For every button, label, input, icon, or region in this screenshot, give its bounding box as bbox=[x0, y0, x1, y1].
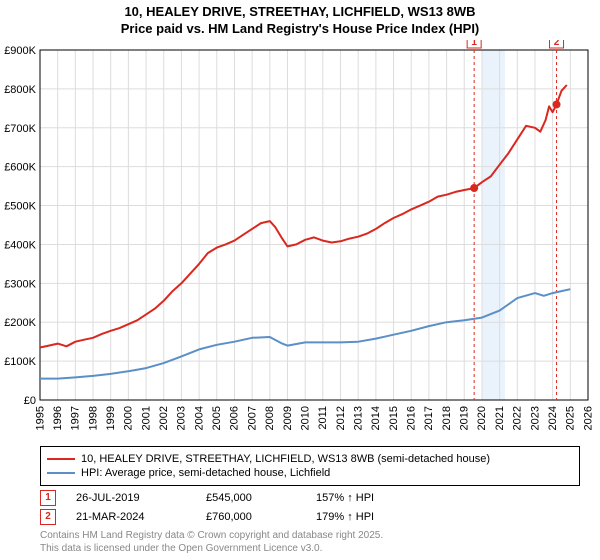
svg-text:2001: 2001 bbox=[140, 406, 152, 430]
svg-text:2013: 2013 bbox=[352, 406, 364, 430]
svg-text:2017: 2017 bbox=[423, 406, 435, 430]
sale-date: 26-JUL-2019 bbox=[76, 492, 206, 504]
legend-swatch bbox=[47, 472, 75, 474]
sales-table: 1 26-JUL-2019 £545,000 157% ↑ HPI 2 21-M… bbox=[40, 490, 580, 525]
svg-text:£0: £0 bbox=[24, 395, 36, 407]
chart: £0 £100K £200K £300K £400K £500K £600K £700K £80… bbox=[0, 40, 600, 440]
table-row: 1 26-JUL-2019 £545,000 157% ↑ HPI bbox=[40, 490, 580, 506]
title-line1: 10, HEALEY DRIVE, STREETHAY, LICHFIELD, … bbox=[0, 4, 600, 21]
svg-text:2026: 2026 bbox=[582, 406, 594, 430]
svg-text:2012: 2012 bbox=[335, 406, 347, 430]
sale-hpi: 179% ↑ HPI bbox=[316, 511, 436, 523]
footer-line2: This data is licensed under the Open Gov… bbox=[40, 542, 580, 555]
svg-text:2025: 2025 bbox=[565, 406, 577, 430]
svg-text:2011: 2011 bbox=[317, 406, 329, 430]
svg-text:£400K: £400K bbox=[4, 239, 36, 251]
svg-text:2015: 2015 bbox=[388, 406, 400, 430]
footer-line1: Contains HM Land Registry data © Crown c… bbox=[40, 529, 580, 542]
legend-label: 10, HEALEY DRIVE, STREETHAY, LICHFIELD, … bbox=[81, 453, 490, 465]
svg-text:£200K: £200K bbox=[4, 317, 36, 329]
legend-label: HPI: Average price, semi-detached house,… bbox=[81, 467, 330, 479]
svg-text:2014: 2014 bbox=[370, 406, 382, 430]
svg-text:1996: 1996 bbox=[52, 406, 64, 430]
sale-price: £760,000 bbox=[206, 511, 316, 523]
svg-text:2006: 2006 bbox=[229, 406, 241, 430]
svg-text:2: 2 bbox=[554, 40, 560, 48]
svg-text:£900K: £900K bbox=[4, 45, 36, 57]
svg-text:2003: 2003 bbox=[176, 406, 188, 430]
footer: Contains HM Land Registry data © Crown c… bbox=[40, 529, 580, 555]
svg-text:1995: 1995 bbox=[34, 406, 46, 430]
svg-text:£300K: £300K bbox=[4, 278, 36, 290]
legend-swatch bbox=[47, 458, 75, 460]
legend-item: 10, HEALEY DRIVE, STREETHAY, LICHFIELD, … bbox=[47, 453, 573, 465]
svg-text:1997: 1997 bbox=[70, 406, 82, 430]
sale-price: £545,000 bbox=[206, 492, 316, 504]
svg-text:£700K: £700K bbox=[4, 123, 36, 135]
legend: 10, HEALEY DRIVE, STREETHAY, LICHFIELD, … bbox=[40, 446, 580, 486]
svg-text:£800K: £800K bbox=[4, 84, 36, 96]
svg-text:1999: 1999 bbox=[105, 406, 117, 430]
chart-svg: £0 £100K £200K £300K £400K £500K £600K £700K £80… bbox=[0, 40, 600, 440]
svg-text:£600K: £600K bbox=[4, 161, 36, 173]
sale-marker-icon: 2 bbox=[40, 509, 56, 525]
svg-text:2000: 2000 bbox=[123, 406, 135, 430]
svg-text:2002: 2002 bbox=[158, 406, 170, 430]
svg-text:2004: 2004 bbox=[193, 406, 205, 430]
svg-text:2021: 2021 bbox=[494, 406, 506, 430]
svg-text:1998: 1998 bbox=[87, 406, 99, 430]
svg-text:2023: 2023 bbox=[529, 406, 541, 430]
sale-date: 21-MAR-2024 bbox=[76, 511, 206, 523]
table-row: 2 21-MAR-2024 £760,000 179% ↑ HPI bbox=[40, 509, 580, 525]
title-line2: Price paid vs. HM Land Registry's House … bbox=[0, 21, 600, 38]
svg-text:2010: 2010 bbox=[299, 406, 311, 430]
svg-text:2009: 2009 bbox=[282, 406, 294, 430]
svg-text:2007: 2007 bbox=[246, 406, 258, 430]
svg-text:2016: 2016 bbox=[406, 406, 418, 430]
svg-text:1: 1 bbox=[471, 40, 477, 48]
svg-text:2022: 2022 bbox=[512, 406, 524, 430]
svg-text:£100K: £100K bbox=[4, 356, 36, 368]
svg-text:2018: 2018 bbox=[441, 406, 453, 430]
svg-text:2008: 2008 bbox=[264, 406, 276, 430]
svg-text:2005: 2005 bbox=[211, 406, 223, 430]
svg-text:2019: 2019 bbox=[459, 406, 471, 430]
sale-hpi: 157% ↑ HPI bbox=[316, 492, 436, 504]
svg-text:2020: 2020 bbox=[476, 406, 488, 430]
chart-title: 10, HEALEY DRIVE, STREETHAY, LICHFIELD, … bbox=[0, 0, 600, 40]
legend-item: HPI: Average price, semi-detached house,… bbox=[47, 467, 573, 479]
svg-text:£500K: £500K bbox=[4, 200, 36, 212]
svg-text:2024: 2024 bbox=[547, 406, 559, 430]
sale-marker-icon: 1 bbox=[40, 490, 56, 506]
